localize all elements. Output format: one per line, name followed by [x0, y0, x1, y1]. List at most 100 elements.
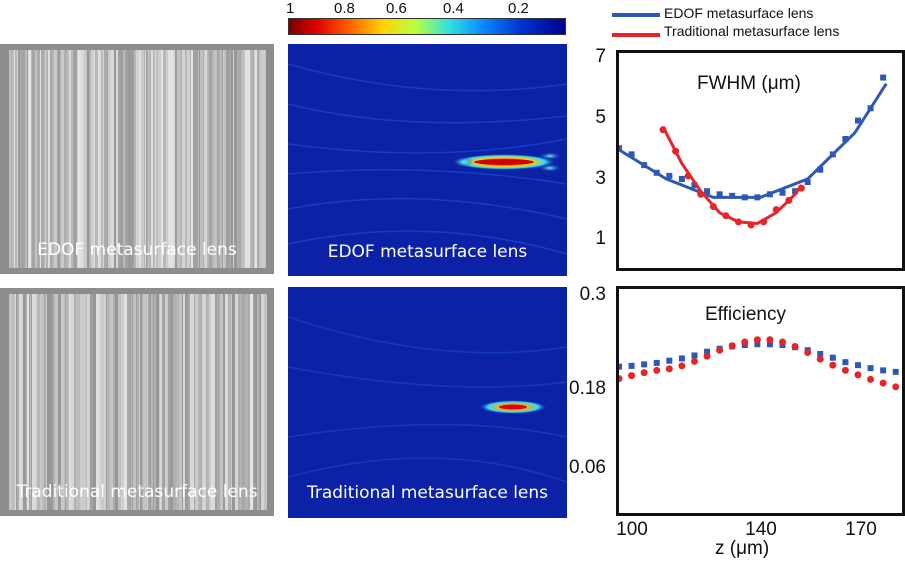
data-point-traditional	[716, 346, 724, 354]
field-map-edof: EDOF metasurface lens	[288, 44, 567, 276]
data-point-traditional	[741, 338, 749, 346]
data-point-edof	[619, 363, 622, 370]
fwhm-ytick: 7	[595, 46, 606, 67]
data-point-traditional	[619, 375, 623, 383]
data-point-edof	[628, 362, 635, 369]
sem-stripes-edof	[9, 50, 266, 268]
efficiency-plot-area	[619, 336, 900, 391]
data-point-edof	[704, 348, 711, 355]
data-point-edof	[628, 151, 635, 158]
fwhm-plot-area	[619, 74, 888, 229]
sem-label-traditional: Traditional metasurface lens	[16, 482, 258, 502]
field-label-traditional: Traditional metasurface lens	[306, 483, 549, 503]
data-point-edof	[766, 341, 773, 348]
efficiency-title: Efficiency	[705, 304, 786, 325]
data-point-edof	[892, 368, 899, 375]
data-point-traditional	[709, 203, 717, 211]
data-point-edof	[716, 191, 723, 198]
data-point-edof	[691, 352, 698, 359]
data-point-edof	[817, 350, 824, 357]
data-point-edof	[666, 172, 673, 179]
data-point-edof	[880, 367, 887, 374]
fit-line-traditional	[661, 126, 803, 225]
legend-swatch-traditional	[612, 33, 660, 37]
data-point-traditional	[653, 366, 661, 374]
legend-swatch-edof	[612, 13, 660, 17]
data-point-traditional	[772, 206, 780, 214]
data-point-traditional	[672, 147, 680, 155]
data-point-traditional	[779, 338, 787, 346]
data-point-edof	[741, 194, 748, 201]
data-point-traditional	[734, 218, 742, 226]
sem-image-edof: EDOF metasurface lens	[0, 44, 274, 274]
fwhm-ytick: 5	[595, 107, 606, 128]
data-point-traditional	[747, 221, 755, 229]
data-point-edof	[804, 179, 811, 185]
fwhm-plot: FWHM (μm)	[616, 50, 905, 271]
data-point-edof	[729, 192, 736, 199]
field-label-edof: EDOF metasurface lens	[327, 242, 528, 262]
data-point-edof	[704, 188, 711, 195]
data-point-traditional	[892, 383, 900, 391]
data-point-edof	[653, 359, 660, 366]
data-point-traditional	[728, 342, 736, 350]
data-point-traditional	[640, 369, 648, 377]
x-tick: 100	[616, 519, 648, 540]
data-point-traditional	[753, 336, 761, 344]
data-point-traditional	[841, 366, 849, 374]
fwhm-ytick: 3	[595, 168, 606, 189]
data-point-traditional	[854, 371, 862, 379]
data-point-edof	[678, 175, 685, 182]
data-point-traditional	[684, 172, 692, 180]
data-point-edof	[779, 189, 786, 196]
data-point-edof	[854, 362, 861, 369]
data-point-edof	[829, 151, 836, 158]
data-point-traditional	[659, 126, 667, 134]
data-point-traditional	[766, 336, 774, 344]
field-map-edof-plot	[288, 63, 567, 255]
colorbar-tick: 1	[286, 0, 295, 17]
data-point-edof	[754, 194, 761, 201]
sem-label-edof: EDOF metasurface lens	[37, 240, 237, 260]
data-point-edof	[867, 365, 874, 372]
legend: EDOF metasurface lens Traditional metasu…	[610, 2, 900, 42]
data-point-edof	[653, 169, 660, 176]
data-point-traditional	[697, 190, 705, 198]
data-point-traditional	[628, 372, 636, 380]
field-map-traditional-plot	[288, 316, 567, 483]
colorbar-gradient	[288, 18, 566, 35]
data-point-traditional	[703, 352, 711, 360]
data-point-edof	[691, 182, 698, 189]
x-tick: 170	[845, 519, 877, 540]
data-point-traditional	[690, 357, 698, 365]
colorbar-tick: 0.8	[334, 0, 355, 17]
data-point-traditional	[804, 348, 812, 356]
efficiency-ytick: 0.06	[569, 457, 606, 478]
colorbar-tick: 0.4	[443, 0, 464, 17]
x-tick: 140	[745, 519, 777, 540]
data-point-traditional	[829, 361, 837, 369]
data-point-edof	[666, 357, 673, 364]
x-axis-label: z (μm)	[715, 538, 770, 559]
data-point-edof	[829, 354, 836, 361]
data-point-traditional	[879, 379, 887, 387]
data-point-traditional	[665, 365, 673, 373]
data-point-traditional	[791, 342, 799, 350]
data-point-edof	[842, 359, 849, 366]
data-point-traditional	[678, 362, 686, 370]
data-point-edof	[619, 145, 622, 152]
data-point-edof	[817, 166, 824, 173]
legend-label-traditional: Traditional metasurface lens	[664, 23, 840, 39]
data-point-traditional	[785, 196, 793, 204]
data-point-edof	[880, 74, 887, 81]
data-point-edof	[754, 341, 761, 348]
fwhm-title: FWHM (μm)	[697, 73, 801, 94]
data-point-edof	[867, 105, 874, 112]
data-point-edof	[854, 117, 861, 124]
data-point-edof	[641, 361, 648, 368]
sem-image-traditional: Traditional metasurface lens	[0, 288, 274, 516]
colorbar-tick: 0.2	[508, 0, 529, 17]
data-point-traditional	[797, 184, 805, 192]
data-point-edof	[766, 191, 773, 198]
colorbar: 1 0.8 0.6 0.4 0.2	[286, 0, 568, 40]
